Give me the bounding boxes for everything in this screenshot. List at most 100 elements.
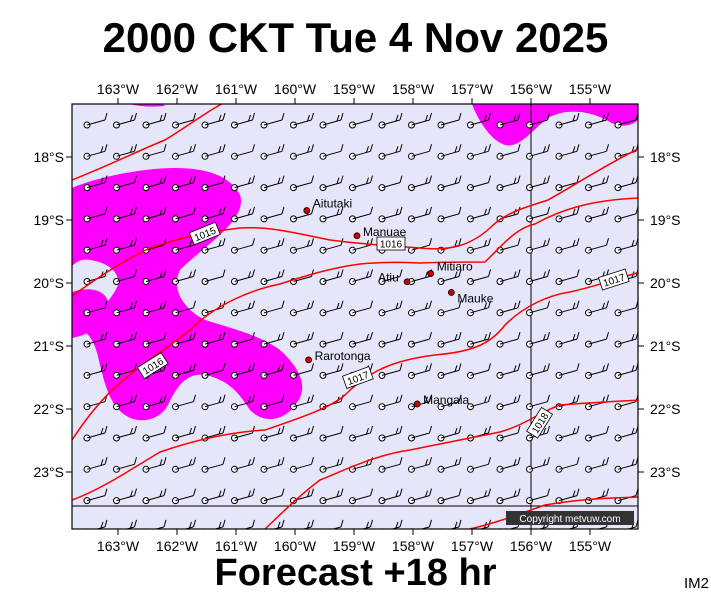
wind-barb <box>319 112 344 129</box>
wind-barb <box>142 175 167 192</box>
wind-barb <box>437 394 462 411</box>
wind-barb <box>378 300 403 317</box>
axis-ticks <box>66 98 644 535</box>
place-marker: Mitiaro <box>427 260 473 277</box>
wind-barb <box>437 144 462 160</box>
wind-barb <box>349 238 373 254</box>
wind-barb <box>290 112 314 129</box>
wind-barb <box>231 206 255 223</box>
place-label: Manuae <box>363 225 407 239</box>
wind-barb <box>437 457 462 473</box>
wind-barb <box>172 175 196 192</box>
wind-barb <box>231 425 255 442</box>
wind-barb <box>349 425 373 442</box>
wind-barb <box>83 144 108 160</box>
wind-barb <box>585 300 609 317</box>
wind-barb <box>290 457 314 473</box>
wind-barb <box>231 144 255 160</box>
wind-barb <box>496 112 521 129</box>
wind-barb <box>260 300 285 317</box>
wind-barb <box>113 206 137 223</box>
place-label: Aitutaki <box>313 197 352 211</box>
wind-barb <box>496 425 521 442</box>
wind-barb <box>467 300 491 317</box>
place-marker: Aitutaki <box>303 197 352 214</box>
lat-label-left: 22°S <box>33 401 64 417</box>
wind-barb <box>467 363 491 379</box>
wind-barb <box>142 488 167 505</box>
wind-barb <box>260 488 285 505</box>
wind-barb <box>172 238 196 254</box>
rain-area <box>72 168 303 421</box>
wind-barb <box>260 112 285 129</box>
wind-barb <box>378 206 403 223</box>
wind-barb <box>467 269 491 285</box>
wind-barb <box>496 363 521 379</box>
wind-barb <box>172 206 196 223</box>
place-label: Rarotonga <box>315 349 371 363</box>
wind-barb <box>585 363 609 379</box>
lat-label-left: 23°S <box>33 464 64 480</box>
wind-barb <box>142 394 167 411</box>
wind-barb <box>319 488 344 505</box>
wind-barb <box>113 394 137 411</box>
place-label: Mangaia <box>423 393 469 407</box>
wind-barb <box>526 457 550 473</box>
wind-barb <box>260 363 285 379</box>
wind-barb <box>378 144 403 160</box>
lon-label-bottom: 160°W <box>274 538 317 554</box>
lat-label-right: 19°S <box>650 212 681 228</box>
wind-barb <box>231 331 255 348</box>
wind-barb <box>201 238 226 254</box>
wind-barb <box>260 175 285 192</box>
lon-label-bottom: 163°W <box>97 538 140 554</box>
place-label: Mauke <box>457 291 493 305</box>
wind-barb <box>113 269 137 285</box>
place-marker: Manuae <box>353 225 407 240</box>
wind-barb <box>555 175 580 192</box>
lat-label-left: 21°S <box>33 338 64 354</box>
wind-barb <box>555 206 580 223</box>
wind-barb <box>113 488 137 505</box>
wind-barb <box>172 425 196 442</box>
wind-barb <box>142 457 167 473</box>
rain-area <box>130 104 165 107</box>
lon-label-bottom: 159°W <box>333 538 376 554</box>
corner-label: IM2 <box>683 575 709 592</box>
wind-barb <box>437 175 462 192</box>
wind-barbs <box>83 112 638 529</box>
lon-label-bottom: 158°W <box>392 538 435 554</box>
place-marker: Mauke <box>447 289 494 305</box>
wind-barb <box>437 363 462 379</box>
lat-label-left: 20°S <box>33 275 64 291</box>
wind-barb <box>290 425 314 442</box>
wind-barb <box>378 394 403 411</box>
wind-barb <box>467 206 491 223</box>
wind-barb <box>555 238 580 254</box>
wind-barb <box>319 144 344 160</box>
lat-label-right: 22°S <box>650 401 681 417</box>
wind-barb <box>201 175 226 192</box>
wind-barb <box>378 363 403 379</box>
wind-barb <box>172 144 196 160</box>
wind-barb <box>496 300 521 317</box>
wind-barb <box>614 331 638 348</box>
wind-barb <box>437 488 462 505</box>
wind-barb <box>260 425 285 442</box>
wind-barb <box>319 175 344 192</box>
wind-barb <box>172 269 196 285</box>
wind-barb <box>201 269 226 285</box>
place-marker: Mangaia <box>413 393 469 408</box>
wind-barb <box>408 144 432 160</box>
isobar-line <box>264 399 638 529</box>
wind-barb <box>467 238 491 254</box>
lon-label-top: 156°W <box>510 81 553 97</box>
wind-barb <box>585 175 609 192</box>
wind-barb <box>319 206 344 223</box>
wind-barb <box>83 112 108 129</box>
wind-barb <box>526 144 550 160</box>
wind-barb <box>201 206 226 223</box>
wind-barb <box>408 425 432 442</box>
wind-barb <box>467 488 491 505</box>
